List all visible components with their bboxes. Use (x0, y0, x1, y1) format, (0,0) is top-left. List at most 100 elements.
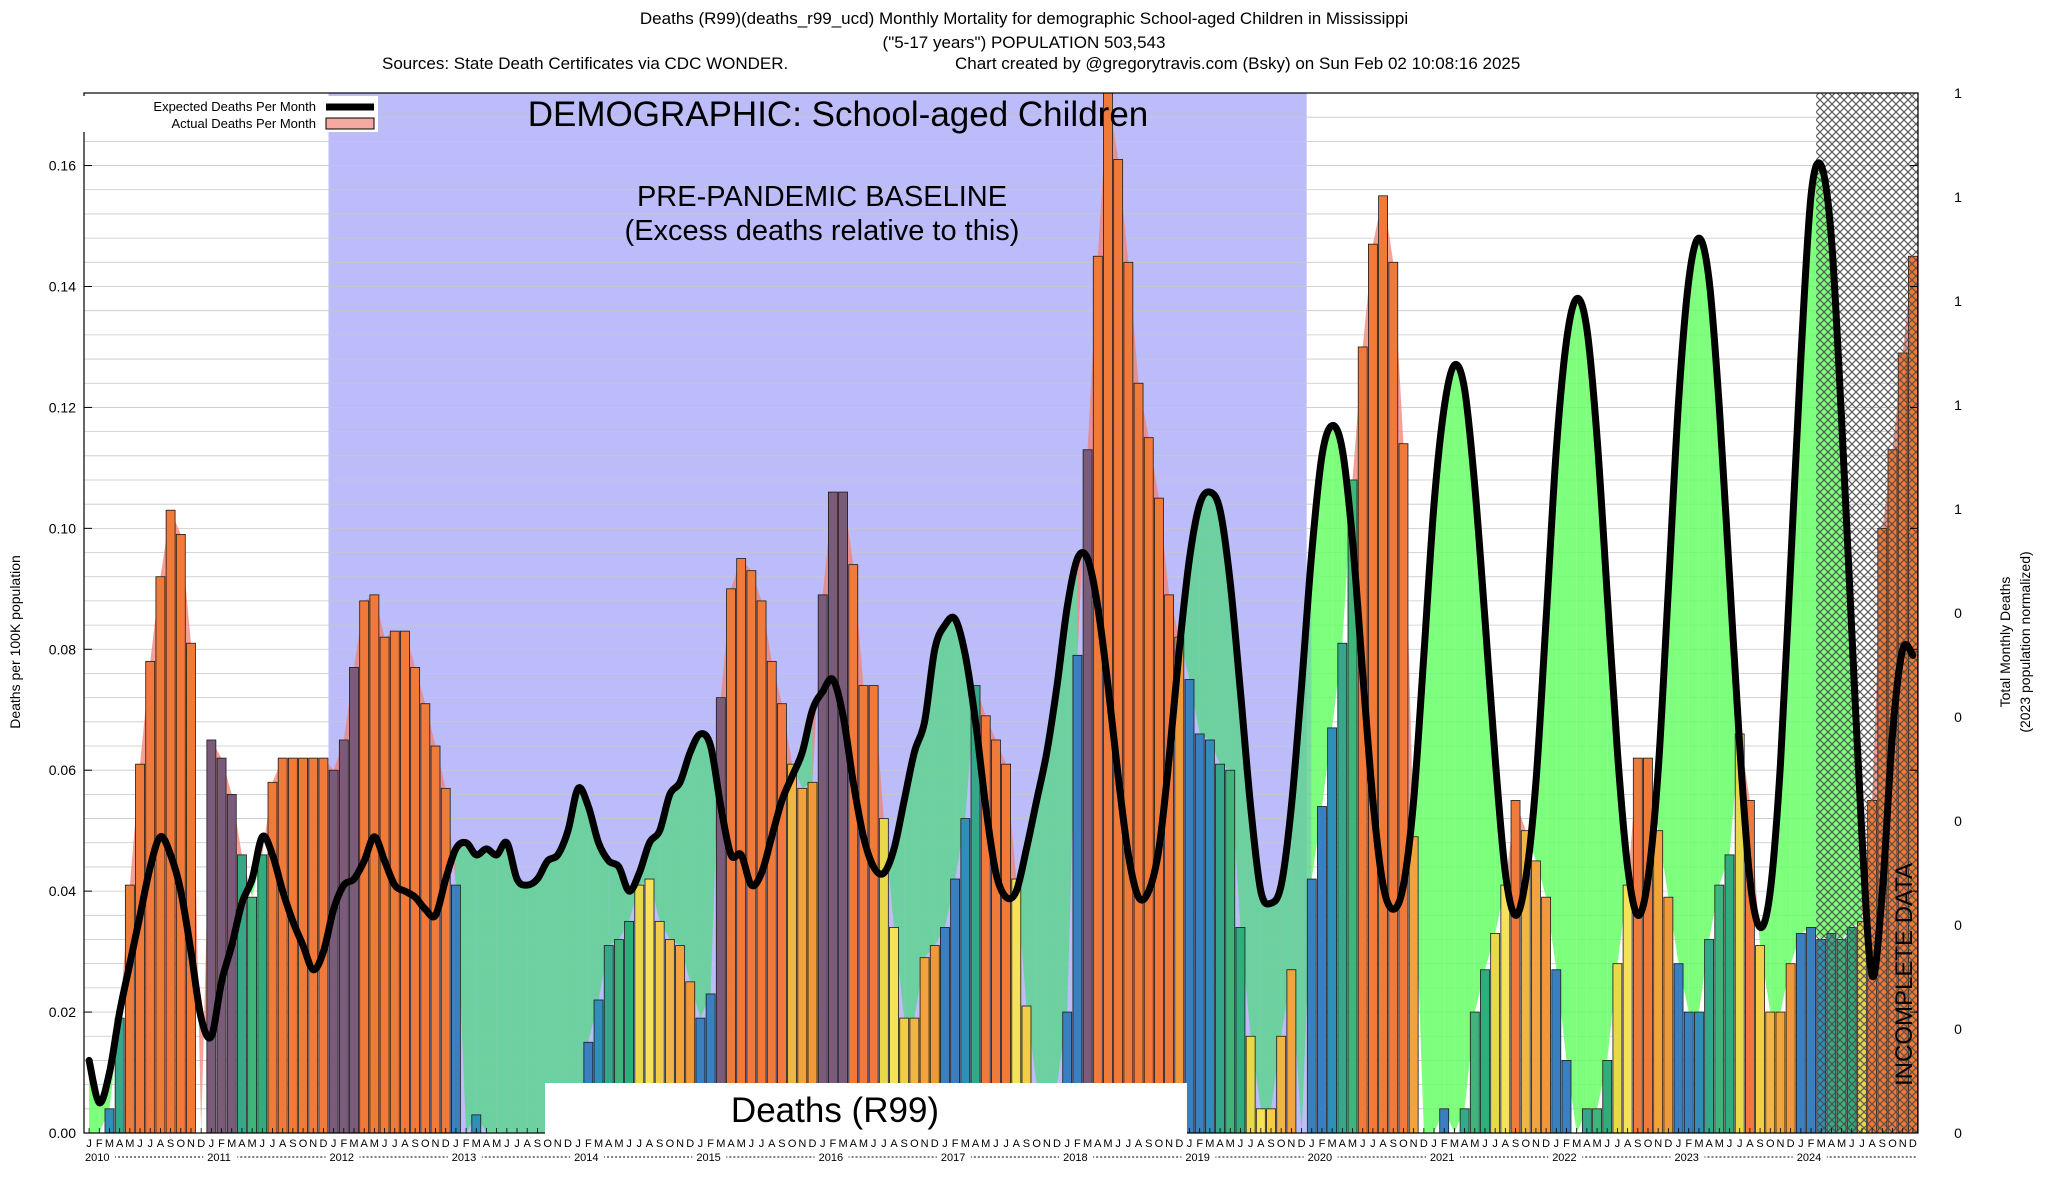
x-year-label: 2024 (1797, 1152, 1821, 1164)
deficit-fill (1301, 552, 1312, 1133)
actual-bar (1694, 1011, 1704, 1134)
deficit-fill (1260, 891, 1272, 1109)
actual-bar (1286, 969, 1297, 1134)
actual-bar (1510, 800, 1521, 1134)
actual-bar (817, 594, 828, 1134)
x-month-label: N (1899, 1138, 1907, 1150)
x-year-bg (1303, 1150, 1338, 1163)
deficit-fill (649, 830, 660, 922)
x-month-label: J (514, 1138, 520, 1150)
deficit-fill (1586, 328, 1598, 1109)
x-month-label: J (392, 1138, 398, 1150)
chart-subtitle: ("5-17 years") POPULATION 503,543 (882, 33, 1166, 52)
x-month-label: D (931, 1138, 939, 1150)
x-year-label: 2013 (452, 1152, 476, 1164)
x-month-label: F (952, 1138, 959, 1150)
x-month-label: M (1205, 1138, 1214, 1150)
x-year-bg (936, 1150, 971, 1163)
deficit-fill (476, 848, 487, 1133)
deficit-fill (506, 842, 518, 1133)
deficit-fill (1607, 594, 1618, 1061)
x-month-label: S (778, 1138, 785, 1150)
actual-bar (277, 757, 288, 1134)
x-month-label: N (921, 1138, 929, 1150)
x-month-label: J (137, 1138, 143, 1150)
x-month-label: J (1849, 1138, 1855, 1150)
deficit-fill (944, 619, 956, 928)
deficit-fill (965, 655, 976, 819)
actual-bar (1785, 963, 1796, 1134)
deficit-fill (914, 721, 925, 1019)
actual-bar (787, 763, 798, 1134)
actual-bar (1072, 654, 1083, 1134)
actual-bar (1184, 679, 1195, 1134)
legend: Expected Deaths Per Month Actual Deaths … (80, 96, 378, 132)
actual-bar (1143, 437, 1154, 1134)
x-month-label: M (349, 1138, 358, 1150)
actual-bar (1276, 1035, 1287, 1134)
x-month-label: F (1196, 1138, 1203, 1150)
right-tick-label: 1 (1954, 189, 1962, 205)
x-month-label: F (1808, 1138, 1815, 1150)
x-month-label: J (698, 1138, 704, 1150)
deficit-fill (955, 619, 966, 880)
x-year-bg (203, 1150, 238, 1163)
x-month-label: M (1328, 1138, 1337, 1150)
x-month-label: S (411, 1138, 418, 1150)
x-month-label: D (809, 1138, 817, 1150)
x-month-label: D (197, 1138, 205, 1150)
actual-bar (267, 781, 278, 1134)
actual-bar (1765, 1011, 1776, 1134)
actual-bar (1551, 969, 1562, 1134)
x-year-label: 2023 (1674, 1152, 1698, 1164)
deficit-fill (1668, 401, 1679, 964)
x-month-label: J (1492, 1138, 1498, 1150)
x-year-label: 2014 (574, 1152, 598, 1164)
deficit-fill (1800, 195, 1812, 934)
x-year-bg (1059, 1150, 1094, 1163)
actual-bar (1500, 884, 1511, 1134)
x-month-label: D (1542, 1138, 1550, 1150)
actual-bar (1164, 594, 1175, 1134)
actual-bar (1602, 1060, 1613, 1134)
x-month-label: F (830, 1138, 837, 1150)
deficit-fill (1698, 238, 1710, 1013)
deficit-fill (1209, 492, 1221, 765)
y-axis-right-label-2: (2023 population normalized) (2017, 551, 2033, 732)
x-month-label: O (1399, 1138, 1408, 1150)
x-month-label: S (289, 1138, 296, 1150)
actual-bar (1653, 830, 1664, 1134)
x-month-label: A (1216, 1138, 1224, 1150)
x-month-label: N (309, 1138, 317, 1150)
x-month-label: J (1360, 1138, 1366, 1150)
x-month-label: J (871, 1138, 877, 1150)
actual-bar (1306, 878, 1317, 1134)
deficit-fill (680, 752, 691, 982)
right-tick-label: 1 (1954, 85, 1962, 101)
x-month-label: S (1390, 1138, 1397, 1150)
actual-bar (1103, 92, 1113, 1134)
actual-bar (868, 685, 879, 1134)
x-month-label: F (1319, 1138, 1326, 1150)
x-month-label: M (1470, 1138, 1479, 1150)
x-month-label: J (1431, 1138, 1437, 1150)
x-year-label: 2019 (1185, 1152, 1209, 1164)
deficit-fill (1484, 619, 1496, 970)
actual-bar (1673, 963, 1684, 1134)
y-tick-label: 0.16 (49, 158, 76, 174)
x-year-bg (814, 1150, 849, 1163)
deficit-fill (547, 854, 558, 1133)
actual-bar (715, 697, 726, 1134)
incomplete-data-label: INCOMPLETE DATA (1891, 863, 1918, 1086)
x-month-label: J (1554, 1138, 1560, 1150)
deficit-fill (557, 830, 568, 1133)
x-month-label: J (504, 1138, 510, 1150)
actual-bar (165, 509, 176, 1134)
x-month-label: J (637, 1138, 643, 1150)
actual-bar (1408, 836, 1419, 1134)
y-tick-label: 0.02 (49, 1004, 76, 1020)
x-month-label: A (1461, 1138, 1469, 1150)
actual-bar (827, 491, 838, 1134)
actual-bar (1113, 159, 1124, 1134)
x-month-label: N (676, 1138, 684, 1150)
